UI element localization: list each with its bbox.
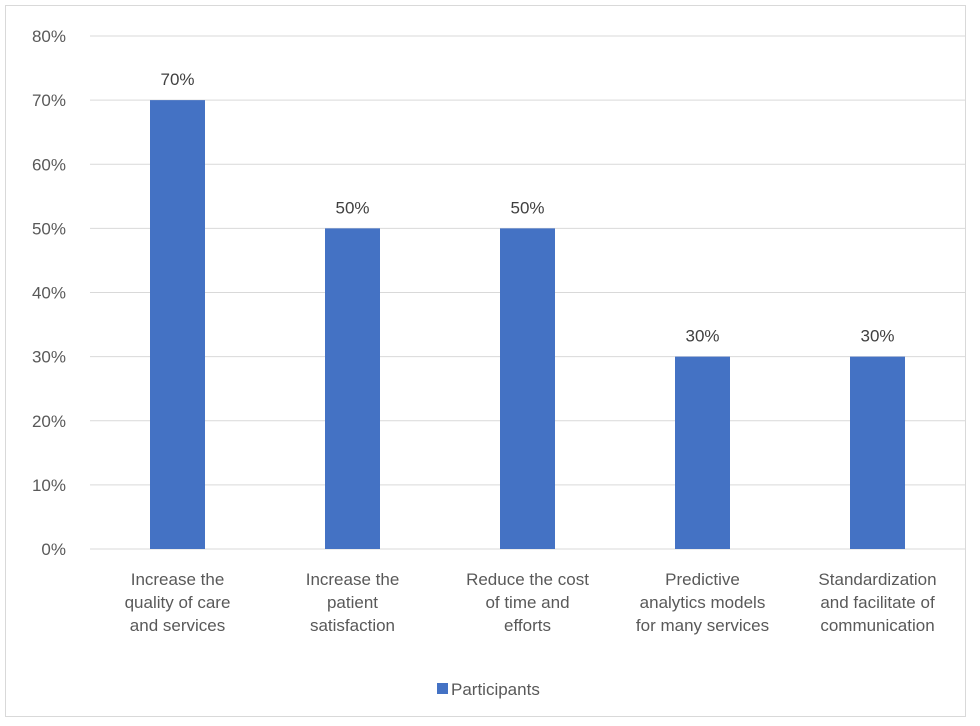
legend-swatch (437, 683, 448, 694)
bar (500, 228, 555, 549)
x-category-label: Predictive analytics models for many servi… (636, 570, 769, 635)
y-tick-label: 30% (32, 348, 66, 367)
y-tick-label: 20% (32, 412, 66, 431)
y-tick-label: 0% (41, 540, 66, 559)
y-tick-label: 60% (32, 155, 66, 174)
x-axis: Increase the quality of care and services I… (125, 570, 937, 635)
data-label: 30% (685, 327, 719, 346)
bar (850, 356, 905, 549)
y-tick-label: 40% (32, 284, 66, 303)
data-label: 50% (335, 198, 369, 217)
y-tick-label: 70% (32, 91, 66, 110)
legend-label: Participants (451, 680, 540, 699)
data-label: 30% (860, 327, 894, 346)
y-tick-label: 80% (32, 27, 66, 46)
y-tick-label: 10% (32, 476, 66, 495)
x-category-label: Increase the patient satisfaction (306, 570, 400, 635)
x-category-label: Standardization and facilitate of communic… (818, 570, 936, 635)
bars (150, 100, 905, 549)
data-label: 70% (160, 70, 194, 89)
bar (325, 228, 380, 549)
legend: Participants (437, 680, 540, 699)
x-category-label: Reduce the cost of time and efforts (466, 570, 589, 635)
x-category-label: Increase the quality of care and services (125, 570, 231, 635)
data-labels: 70% 50% 50% 30% 30% (160, 70, 894, 346)
data-label: 50% (510, 198, 544, 217)
bar (150, 100, 205, 549)
bar (675, 356, 730, 549)
y-axis: 0% 10% 20% 30% 40% 50% 60% 70% 80% (32, 27, 66, 559)
y-tick-label: 50% (32, 219, 66, 238)
